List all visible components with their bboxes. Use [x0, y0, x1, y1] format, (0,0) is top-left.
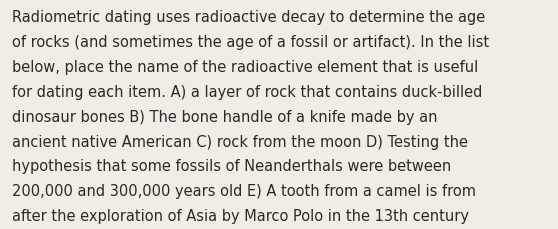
Text: of rocks (and sometimes the age of a fossil or artifact). In the list: of rocks (and sometimes the age of a fos…	[12, 35, 489, 50]
Text: for dating each item. A) a layer of rock that contains duck-billed: for dating each item. A) a layer of rock…	[12, 85, 483, 99]
Text: hypothesis that some fossils of Neanderthals were between: hypothesis that some fossils of Neandert…	[12, 159, 451, 174]
Text: dinosaur bones B) The bone handle of a knife made by an: dinosaur bones B) The bone handle of a k…	[12, 109, 438, 124]
Text: 200,000 and 300,000 years old E) A tooth from a camel is from: 200,000 and 300,000 years old E) A tooth…	[12, 183, 477, 198]
Text: after the exploration of Asia by Marco Polo in the 13th century: after the exploration of Asia by Marco P…	[12, 208, 469, 223]
Text: below, place the name of the radioactive element that is useful: below, place the name of the radioactive…	[12, 60, 479, 75]
Text: ancient native American C) rock from the moon D) Testing the: ancient native American C) rock from the…	[12, 134, 468, 149]
Text: Radiometric dating uses radioactive decay to determine the age: Radiometric dating uses radioactive deca…	[12, 10, 485, 25]
